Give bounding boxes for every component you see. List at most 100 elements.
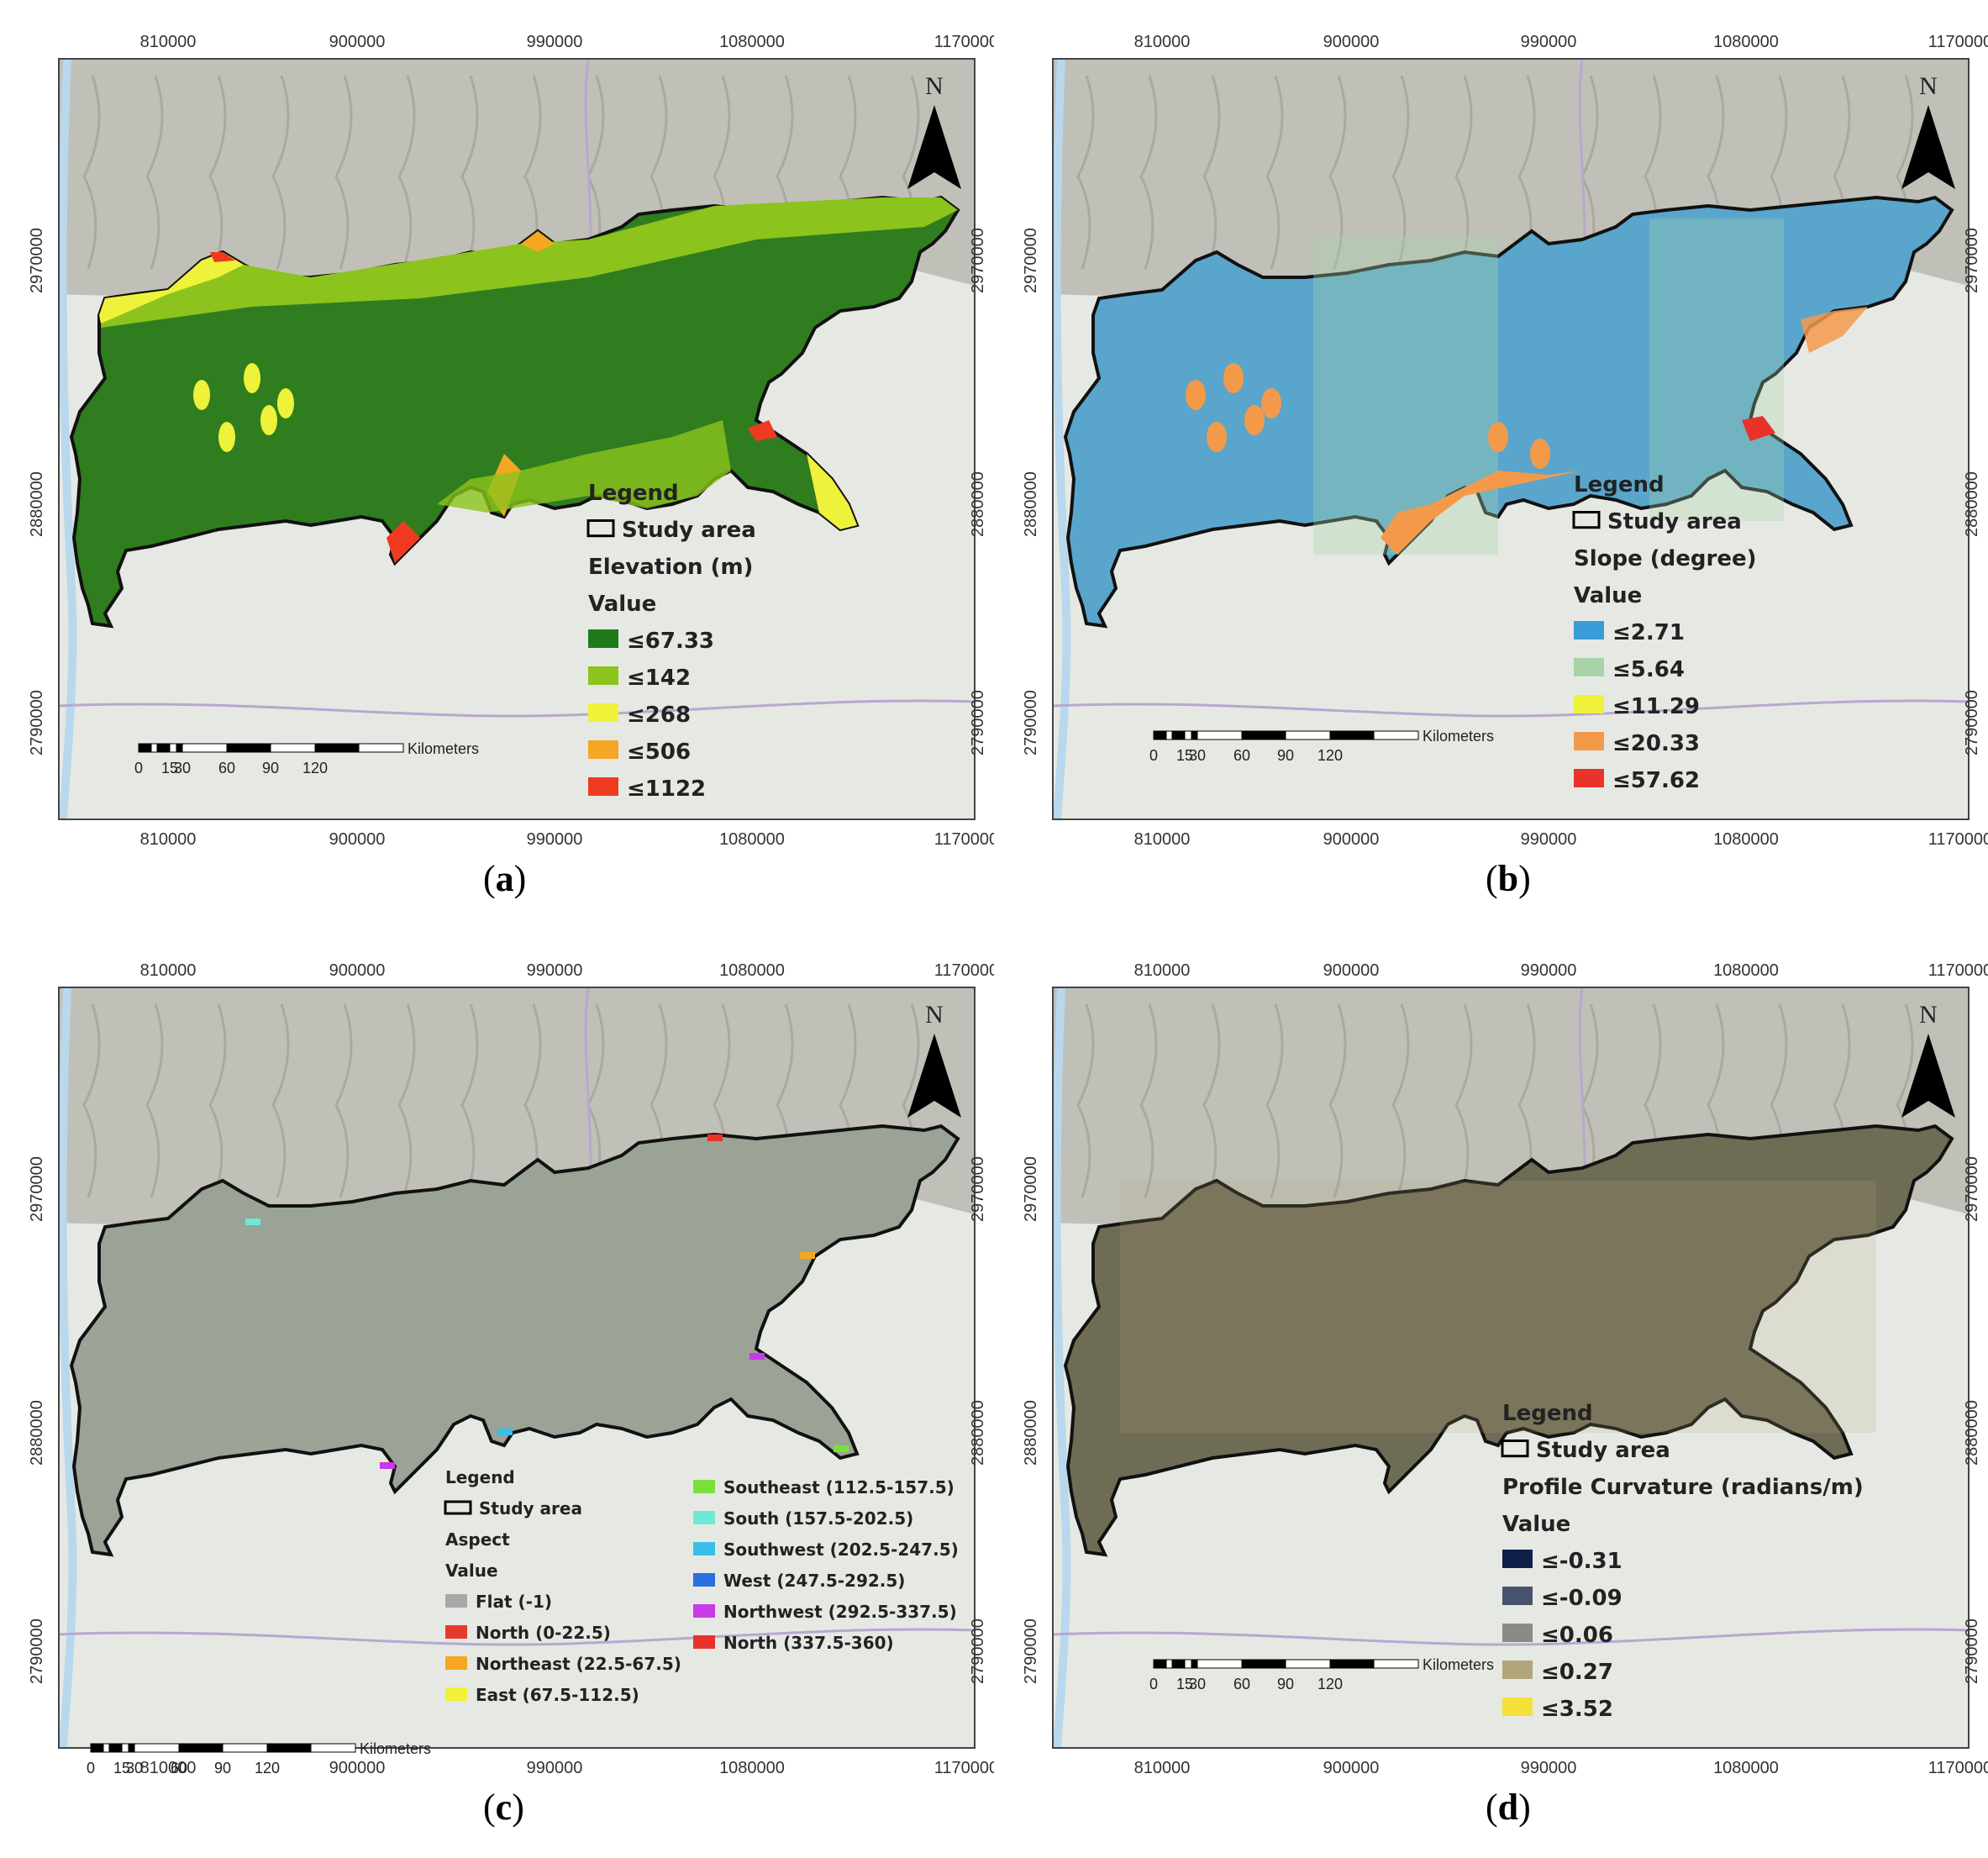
scale-unit: Kilometers (1423, 728, 1494, 745)
legend-title: Legend (1502, 1401, 1593, 1426)
hill-ridge (460, 75, 479, 270)
scale-label: 15 (1176, 1676, 1193, 1692)
class-patch (1223, 363, 1244, 393)
river (1052, 58, 1071, 820)
map-frame (58, 987, 976, 1749)
scale-bar-segment (103, 1743, 110, 1753)
scale-label: 60 (1233, 1676, 1250, 1692)
legend-title: Legend (588, 481, 679, 506)
y-tick-left: 2970000 (1022, 228, 1040, 293)
legend-class-label: ≤20.33 (1612, 731, 1700, 756)
legend-class-label: Southeast (112.5-157.5) (723, 1477, 955, 1497)
x-tick-top: 900000 (1323, 33, 1380, 51)
north-arrow-icon (1901, 1034, 1955, 1118)
legend-swatch (1574, 769, 1604, 787)
study-area (1063, 195, 1954, 629)
class-patch (1186, 380, 1206, 410)
hill-ridge (82, 75, 101, 270)
scale-unit: Kilometers (360, 1740, 431, 1757)
scale-label: 60 (1233, 747, 1250, 764)
y-tick-right: 2880000 (969, 471, 987, 537)
scale-label: 90 (262, 760, 279, 776)
scale-bar-segment (1285, 1659, 1331, 1669)
y-tick-left: 2880000 (1022, 471, 1040, 537)
legend-swatch (1502, 1587, 1533, 1605)
scale-bar-segment (156, 743, 171, 753)
scale-bar-segment (134, 1743, 180, 1753)
x-tick-bottom: 1080000 (719, 830, 785, 849)
legend-class-label: North (0-22.5) (476, 1623, 611, 1643)
hill-ridge (271, 1003, 290, 1198)
class-patch (380, 1462, 395, 1469)
scale-label: 30 (1189, 1676, 1206, 1692)
scale-label: 90 (1277, 1676, 1294, 1692)
y-tick-right: 2880000 (1963, 471, 1981, 537)
legend-class-label: ≤67.33 (627, 629, 714, 654)
hill-ridge (208, 1003, 227, 1198)
class-patch (834, 1445, 849, 1452)
scale-bar-segment (1329, 730, 1375, 740)
panel-caption: (b) (1486, 858, 1531, 899)
class-patch (1244, 405, 1265, 435)
class-patch (1207, 422, 1227, 452)
legend-swatch (588, 777, 618, 796)
legend-swatch (445, 1594, 467, 1608)
legend-class-label: Northwest (292.5-337.5) (723, 1602, 957, 1622)
legend-title: Legend (1574, 472, 1665, 497)
hill-ridge (1202, 1003, 1221, 1198)
y-tick-right: 2880000 (969, 1400, 987, 1466)
class-patch (748, 420, 777, 441)
study-area-layer (69, 195, 960, 629)
legend-swatch (1502, 1661, 1533, 1679)
hill-ridge (145, 1003, 164, 1198)
legend-swatch (693, 1573, 715, 1587)
class-patch (218, 422, 235, 452)
legend-class-label: East (67.5-112.5) (476, 1685, 639, 1705)
x-tick-bottom: 810000 (1134, 830, 1191, 849)
scale-label: 120 (1317, 747, 1343, 764)
hill-ridge (145, 75, 164, 270)
legend-swatch (693, 1604, 715, 1618)
hill-ridge (1328, 75, 1347, 270)
scale-label: 30 (126, 1760, 143, 1776)
legend-swatch (588, 629, 618, 648)
y-tick-right: 2790000 (1963, 690, 1981, 755)
legend-study-area-swatch (444, 1500, 472, 1515)
legend-study-area: Study area (1607, 509, 1742, 534)
y-tick-right: 2880000 (1963, 1400, 1981, 1466)
legend-class-label: ≤-0.31 (1541, 1549, 1622, 1574)
legend-class-label: ≤-0.09 (1541, 1586, 1622, 1611)
scale-bar-segment (222, 1743, 268, 1753)
scale-bar-segment (314, 743, 360, 753)
scale-bar-segment (176, 743, 183, 753)
scale-bar-segment (1171, 730, 1186, 740)
y-tick-left: 2880000 (28, 471, 46, 537)
scale-bar-segment (169, 743, 177, 753)
legend-swatch (445, 1687, 467, 1701)
x-tick-top: 810000 (1134, 33, 1191, 51)
x-tick-bottom: 1170000 (1928, 830, 1988, 849)
north-arrow-icon (1901, 105, 1955, 189)
x-tick-bottom: 810000 (140, 830, 197, 849)
study-area-layer (69, 1124, 960, 1557)
x-tick-top: 1080000 (719, 33, 785, 51)
north-label: N (925, 1001, 944, 1029)
legend-class-label: Flat (-1) (476, 1592, 552, 1612)
y-tick-left: 2790000 (28, 690, 46, 755)
legend-layer-name: Profile Curvature (radians/m) (1502, 1475, 1864, 1500)
scale-bar-segment (181, 743, 228, 753)
scale-bar-segment (1191, 730, 1198, 740)
legend-class-label: ≤142 (627, 666, 691, 691)
x-tick-bottom: 1080000 (1713, 1759, 1779, 1777)
scale-bar-segment (1196, 1659, 1243, 1669)
y-tick-left: 2880000 (28, 1400, 46, 1466)
legend-swatch (588, 703, 618, 722)
legend-class-label: ≤506 (627, 740, 691, 765)
scale-label: 15 (161, 760, 178, 776)
scale-bar-segment (128, 1743, 135, 1753)
panel-a: 810000 810000 900000 900000 990000 990000 1080… (0, 0, 994, 929)
legend-class-label: ≤5.64 (1612, 657, 1685, 682)
scale-label: 15 (1176, 747, 1193, 764)
hill-ridge (334, 1003, 353, 1198)
x-tick-top: 1080000 (1713, 33, 1779, 51)
